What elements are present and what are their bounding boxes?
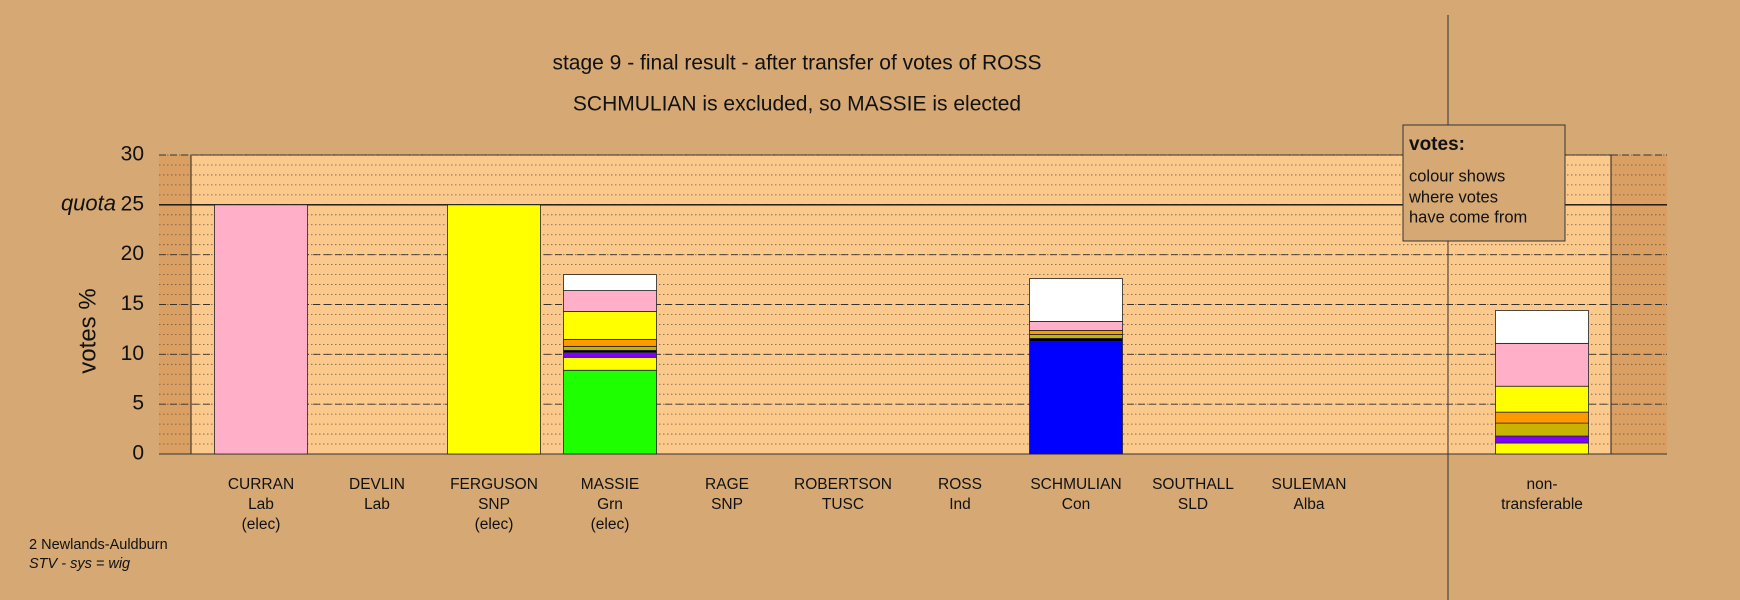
x-tick-label: ROBERTSON	[794, 476, 892, 493]
bar-segment	[1029, 340, 1123, 455]
bar-segment	[1029, 337, 1123, 342]
legend-box	[1402, 124, 1566, 242]
y-tick-label: 0	[132, 442, 144, 465]
y-tick-label: 10	[121, 342, 144, 365]
footer-text: STV - sys = wig	[29, 556, 130, 572]
x-tick-label: (elec)	[591, 516, 630, 533]
chart-subtitle: SCHMULIAN is excluded, so MASSIE is elec…	[573, 93, 1021, 116]
x-tick-label: ROSS	[938, 476, 982, 493]
legend-text: have come from	[1409, 208, 1527, 226]
y-axis-label: votes %	[74, 288, 101, 373]
quota-label: quota	[61, 191, 116, 216]
bar-segment	[1495, 342, 1589, 387]
x-tick-label: (elec)	[242, 516, 281, 533]
bar-segment	[563, 311, 657, 340]
y-tick-label: 30	[121, 143, 144, 166]
x-tick-label: MASSIE	[581, 476, 640, 493]
bar-segment	[563, 290, 657, 312]
x-tick-label: SLD	[1178, 496, 1208, 513]
bar-segment	[1029, 333, 1123, 339]
x-tick-label: Grn	[597, 496, 623, 513]
bar-segment	[1495, 442, 1589, 455]
bar-segment	[1495, 411, 1589, 424]
x-tick-label: Lab	[248, 496, 274, 513]
footer-text: 2 Newlands-Auldburn	[29, 537, 168, 553]
legend-text: colour shows	[1409, 167, 1505, 185]
plot: 0 5 10 15 20 25 30 quota CURRAN Lab (elec) DEVLIN La…	[61, 143, 1667, 533]
x-tick-label: non-	[1526, 476, 1557, 493]
legend-title: votes:	[1409, 134, 1465, 155]
x-tick-label: Alba	[1293, 496, 1324, 513]
x-tick-label: (elec)	[475, 516, 514, 533]
bar-segment	[563, 351, 657, 358]
legend-text: where votes	[1408, 188, 1498, 206]
x-tick-label: DEVLIN	[349, 476, 405, 493]
bar-segment	[563, 356, 657, 371]
y-tick-label: 20	[121, 242, 144, 265]
bar-segment	[447, 204, 541, 455]
bar-segment	[1029, 278, 1123, 322]
bar-segment	[1495, 435, 1589, 444]
x-tick-label: SULEMAN	[1272, 476, 1347, 493]
bar-segment	[1029, 330, 1123, 335]
chart-title: stage 9 - final result - after transfer …	[552, 52, 1041, 75]
y-tick-label: 5	[132, 392, 144, 415]
y-tick-label: 25	[121, 192, 144, 215]
x-tick-label: SNP	[478, 496, 510, 513]
x-tick-label: Lab	[364, 496, 390, 513]
x-tick-label: CURRAN	[228, 476, 294, 493]
x-tick-label: FERGUSON	[450, 476, 538, 493]
bar-segment	[1495, 422, 1589, 437]
bar-segment	[563, 274, 657, 291]
x-tick-label: Ind	[949, 496, 971, 513]
bar-segment	[563, 338, 657, 347]
x-tick-label: SOUTHALL	[1152, 476, 1234, 493]
x-tick-label: SNP	[711, 496, 743, 513]
y-tick-label: 15	[121, 292, 144, 315]
bar-segment	[1495, 385, 1589, 413]
bar-segment	[1495, 310, 1589, 344]
bar-segment	[563, 345, 657, 351]
bar-segment	[563, 369, 657, 455]
bar-segment	[214, 204, 308, 455]
x-tick-label: transferable	[1501, 496, 1583, 513]
x-tick-label: Con	[1062, 496, 1090, 513]
x-tick-label: TUSC	[822, 496, 864, 513]
x-tick-label: SCHMULIAN	[1030, 476, 1121, 493]
x-tick-label: RAGE	[705, 476, 749, 493]
bar-segment	[1029, 321, 1123, 331]
